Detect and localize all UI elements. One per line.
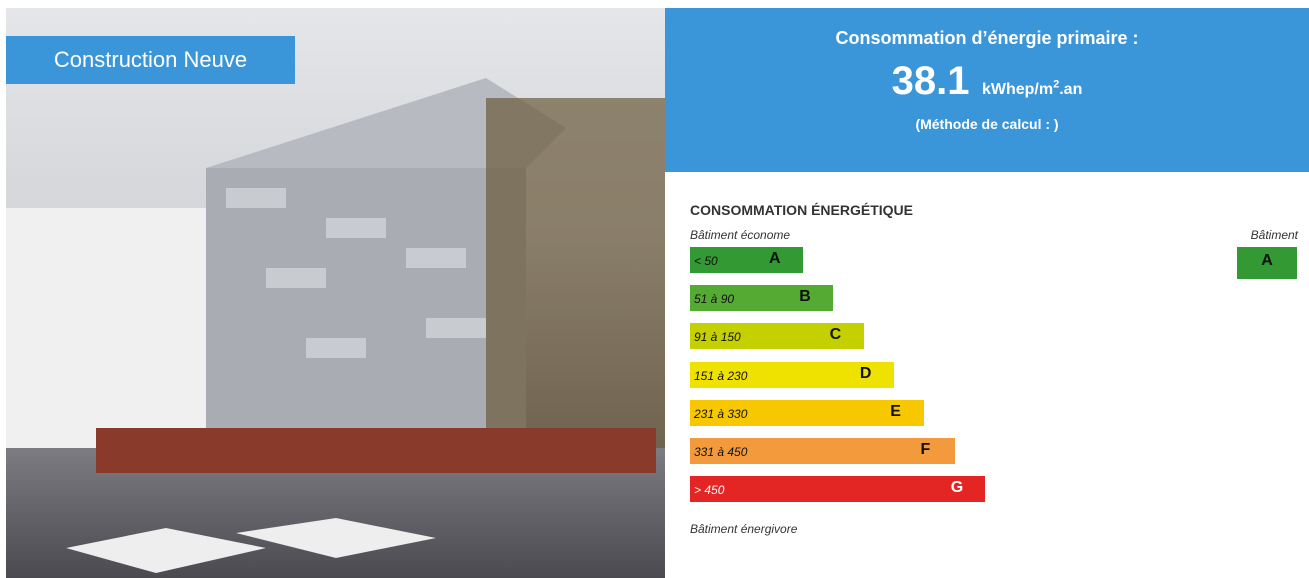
energy-class-bar: 231 à 330 E: [690, 400, 924, 426]
energy-header: Consommation d’énergie primaire : 38.1 k…: [665, 8, 1309, 172]
class-letter: C: [830, 326, 842, 344]
class-range: > 450: [694, 483, 724, 497]
unit-tail: .an: [1059, 81, 1082, 98]
energy-class-bar: 151 à 230 D: [690, 362, 894, 388]
unit-base: kWhep/m: [982, 81, 1053, 98]
energy-class-bar: < 50 A: [690, 247, 803, 273]
energy-class-bar: 91 à 150 C: [690, 323, 864, 349]
class-range: < 50: [694, 254, 718, 268]
class-letter: E: [890, 403, 901, 421]
class-letter: D: [860, 365, 872, 383]
building-label: Bâtiment: [1251, 228, 1298, 242]
class-letter: F: [921, 441, 931, 459]
class-letter: G: [951, 479, 963, 497]
class-range: 151 à 230: [694, 369, 747, 383]
page: Construction Neuve Consommation d’énergi…: [0, 0, 1309, 578]
label-title: CONSOMMATION ÉNERGÉTIQUE: [690, 202, 913, 218]
header-value-row: 38.1 kWhep/m2.an: [665, 59, 1309, 104]
class-range: 51 à 90: [694, 292, 734, 306]
header-title: Consommation d’énergie primaire :: [665, 28, 1309, 49]
building-photo: [6, 8, 665, 578]
class-range: 91 à 150: [694, 330, 741, 344]
building-class: A: [1237, 247, 1297, 279]
class-range: 231 à 330: [694, 407, 747, 421]
energy-class-bar: 331 à 450 F: [690, 438, 955, 464]
bottom-note: Bâtiment énergivore: [690, 522, 797, 536]
class-letter: B: [799, 288, 811, 306]
energy-class-bar: > 450 G: [690, 476, 985, 502]
top-note: Bâtiment économe: [690, 228, 790, 242]
class-range: 331 à 450: [694, 445, 747, 459]
unit: kWhep/m2.an: [982, 81, 1082, 98]
class-letter: A: [769, 250, 781, 268]
badge: Construction Neuve: [6, 36, 295, 84]
energy-class-bar: 51 à 90 B: [690, 285, 833, 311]
photo-illustration: [6, 8, 665, 578]
method: (Méthode de calcul : ): [665, 116, 1309, 132]
energy-value: 38.1: [892, 59, 970, 103]
